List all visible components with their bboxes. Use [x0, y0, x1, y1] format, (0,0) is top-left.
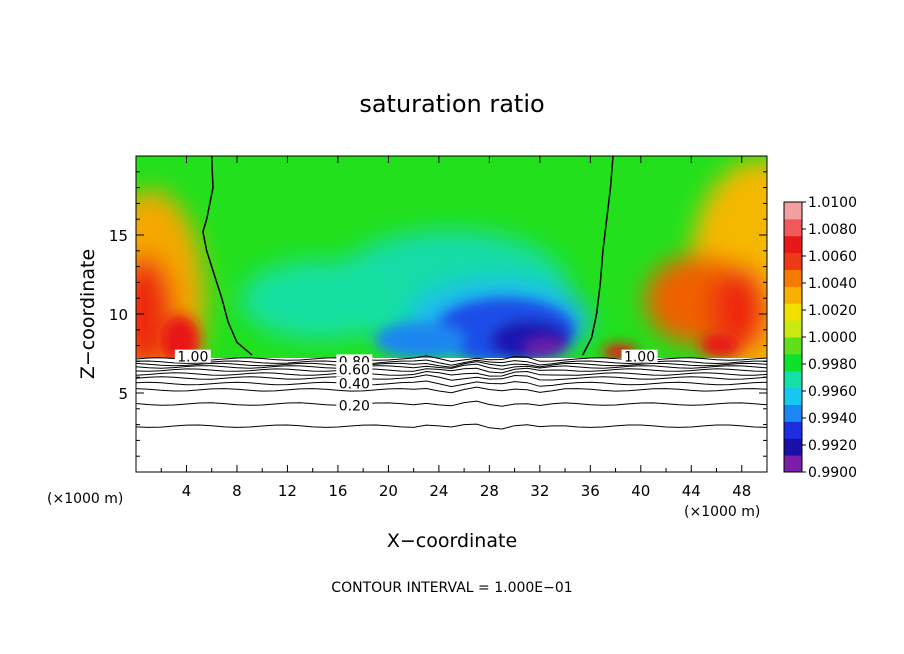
colorbar-swatch: [784, 303, 802, 321]
colorbar-swatch: [784, 438, 802, 456]
colorbar-swatch: [784, 252, 802, 270]
contour-lines: [135, 355, 768, 430]
x-tick-label: 24: [429, 482, 448, 500]
y-tick-label: 5: [118, 385, 128, 403]
colorbar-label: 0.9980: [808, 357, 857, 373]
contour-label: 1.00: [177, 350, 208, 366]
contour-label-bg: [336, 376, 373, 390]
colorbar-label: 0.9900: [808, 465, 857, 481]
contour-label: 0.40: [339, 377, 370, 393]
saturation-boundary-lines: [202, 155, 614, 356]
x-tick-label: 48: [732, 482, 751, 500]
colorbar-label: 0.9960: [808, 384, 857, 400]
colorbar-label: 1.0060: [808, 249, 857, 265]
x-tick-label: 20: [379, 482, 398, 500]
contour-line: [135, 367, 768, 374]
colorbar-label: 1.0100: [808, 195, 857, 211]
y-tick-label: 10: [109, 306, 128, 324]
x-tick-label: 40: [631, 482, 650, 500]
colorbar-label: 1.0080: [808, 222, 857, 238]
x-tick-label: 12: [278, 482, 297, 500]
contour-line: [135, 374, 768, 381]
x-tick-label: 36: [581, 482, 600, 500]
colorbar-swatch: [784, 218, 802, 237]
colorbar-label: 1.0040: [808, 276, 857, 292]
contour-line: [135, 361, 768, 368]
contour-line: [135, 386, 768, 394]
x-tick-label: 44: [682, 482, 701, 500]
x-unit-right: (×1000 m): [684, 504, 760, 520]
colorbar-swatch: [784, 320, 802, 338]
boundary-line-left: [202, 155, 253, 356]
x-tick-label: 4: [182, 482, 192, 500]
colorbar-swatch: [784, 286, 802, 304]
colorbar: 1.0100 1.0080 1.0060 1.0040 1.0020 1.0000 0.99…: [783, 195, 857, 481]
colorbar-label: 1.0020: [808, 303, 857, 319]
colorbar-swatch: [784, 337, 802, 355]
y-tick-label: 15: [109, 227, 128, 245]
contour-label-bg: [621, 349, 658, 363]
contour-interval-note: CONTOUR INTERVAL = 1.000E−01: [331, 580, 572, 596]
colorbar-swatch: [784, 269, 802, 287]
contour-line: [135, 400, 768, 407]
contour-line: [135, 363, 768, 370]
colorbar-swatch: [784, 455, 802, 473]
contour-line: [135, 359, 767, 366]
x-axis-label: X−coordinate: [387, 530, 517, 552]
boundary-line-right: [582, 155, 614, 356]
contour-labels: 1.001.000.800.600.400.20: [174, 349, 658, 415]
contour-label-bg: [174, 349, 211, 363]
contour-line: [135, 380, 768, 388]
colorbar-swatch: [784, 353, 802, 372]
contour-label: 0.60: [339, 362, 370, 378]
colorbar-swatch: [784, 370, 802, 389]
colorbar-label: 0.9940: [808, 411, 857, 427]
chart-title: saturation ratio: [359, 90, 544, 118]
contour-line: [135, 370, 768, 377]
contour-line: [135, 355, 768, 363]
contour-label: 1.00: [624, 350, 655, 366]
x-tick-label: 16: [328, 482, 347, 500]
colorbar-swatch: [784, 421, 802, 439]
colorbar-swatch: [784, 235, 802, 254]
x-unit-left: (×1000 m): [47, 491, 123, 507]
y-axis-label: Z−coordinate: [77, 249, 99, 379]
colorbar-swatch: [784, 387, 802, 405]
contour-line: [135, 423, 768, 430]
contour-label: 0.20: [339, 399, 370, 415]
colorbar-label: 0.9920: [808, 438, 857, 454]
colorbar-label: 1.0000: [808, 330, 857, 346]
x-tick-label: 32: [530, 482, 549, 500]
x-tick-label: 8: [232, 482, 242, 500]
heatmap-field: [136, 156, 767, 358]
contour-label-bg: [336, 398, 373, 412]
colorbar-swatch: [784, 202, 802, 220]
x-tick-label: 28: [480, 482, 499, 500]
colorbar-swatch: [784, 404, 802, 422]
contour-label-bg: [336, 362, 373, 376]
